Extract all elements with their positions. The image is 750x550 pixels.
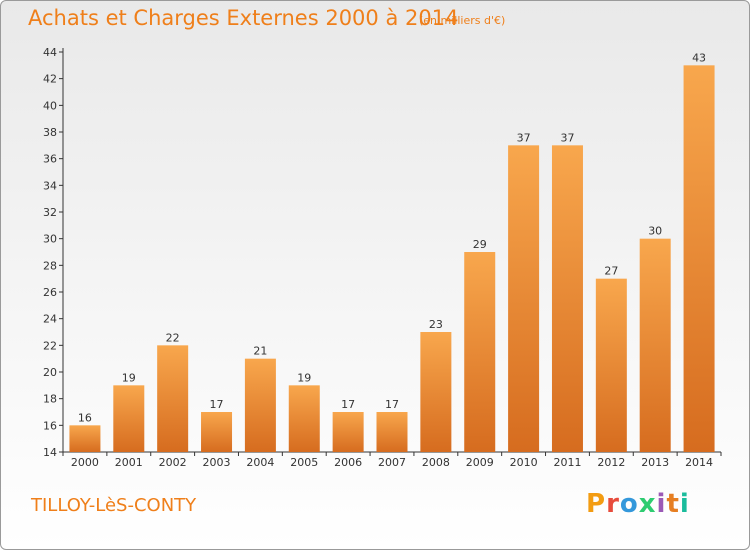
logo-letter: P (586, 489, 607, 519)
x-tick-label: 2008 (422, 456, 450, 469)
data-label: 37 (517, 131, 531, 144)
x-tick-label: 2005 (290, 456, 318, 469)
data-label: 29 (473, 238, 487, 251)
x-tick-label: 2004 (246, 456, 274, 469)
y-tick-label: 44 (43, 46, 57, 59)
logo-letter: r (606, 489, 620, 519)
y-tick-label: 28 (43, 259, 57, 272)
x-tick-label: 2007 (378, 456, 406, 469)
data-label: 23 (429, 318, 443, 331)
logo-letter: x (638, 489, 657, 519)
logo-letter: o (619, 489, 639, 519)
data-label: 43 (692, 51, 706, 64)
bar (508, 145, 540, 453)
bar (69, 425, 101, 452)
y-tick-label: 40 (43, 99, 57, 112)
x-tick-label: 2006 (334, 456, 362, 469)
chart-subtitle: (en milliers d'€) (419, 14, 506, 27)
x-tick-label: 2010 (510, 456, 538, 469)
data-label: 27 (604, 265, 618, 278)
bar (464, 252, 496, 452)
chart-title: Achats et Charges Externes 2000 à 2014 (28, 6, 459, 30)
data-label: 17 (341, 398, 355, 411)
x-tick-label: 2013 (641, 456, 669, 469)
y-tick-label: 24 (43, 313, 57, 326)
data-label: 17 (210, 398, 224, 411)
data-label: 17 (385, 398, 399, 411)
y-tick-label: 34 (43, 179, 57, 192)
y-tick-label: 26 (43, 286, 57, 299)
bar (551, 145, 583, 453)
y-tick-label: 14 (43, 446, 57, 459)
x-tick-label: 2012 (597, 456, 625, 469)
data-label: 22 (166, 331, 180, 344)
bar (288, 385, 320, 452)
data-label: 19 (297, 371, 311, 384)
data-label: 19 (122, 371, 136, 384)
proxiti-logo[interactable]: Proxiti (586, 489, 690, 519)
logo-letter: t (666, 489, 680, 519)
data-label: 21 (253, 345, 267, 358)
bar (157, 345, 189, 452)
x-tick-label: 2003 (203, 456, 231, 469)
bar (332, 412, 364, 452)
y-tick-label: 18 (43, 393, 57, 406)
x-tick-label: 2011 (553, 456, 581, 469)
y-tick-label: 30 (43, 233, 57, 246)
commune-name: TILLOY-LèS-CONTY (31, 495, 197, 516)
data-label: 37 (560, 131, 574, 144)
logo-letter: i (679, 489, 690, 519)
logo-letter: i (656, 489, 667, 519)
y-tick-label: 22 (43, 339, 57, 352)
data-label: 30 (648, 225, 662, 238)
bar (595, 278, 627, 452)
x-tick-label: 2000 (71, 456, 99, 469)
y-tick-label: 38 (43, 126, 57, 139)
x-tick-label: 2002 (159, 456, 187, 469)
bar (376, 412, 408, 452)
bar (683, 65, 715, 452)
y-tick-label: 36 (43, 153, 57, 166)
x-tick-label: 2009 (466, 456, 494, 469)
bar (244, 358, 276, 452)
bar (113, 385, 145, 452)
bar (201, 412, 233, 452)
y-tick-label: 16 (43, 419, 57, 432)
x-tick-label: 2014 (685, 456, 713, 469)
data-label: 16 (78, 411, 92, 424)
y-tick-label: 32 (43, 206, 57, 219)
bar (639, 238, 671, 452)
bar (420, 332, 452, 452)
x-tick-label: 2001 (115, 456, 143, 469)
y-tick-label: 42 (43, 73, 57, 86)
y-tick-label: 20 (43, 366, 57, 379)
